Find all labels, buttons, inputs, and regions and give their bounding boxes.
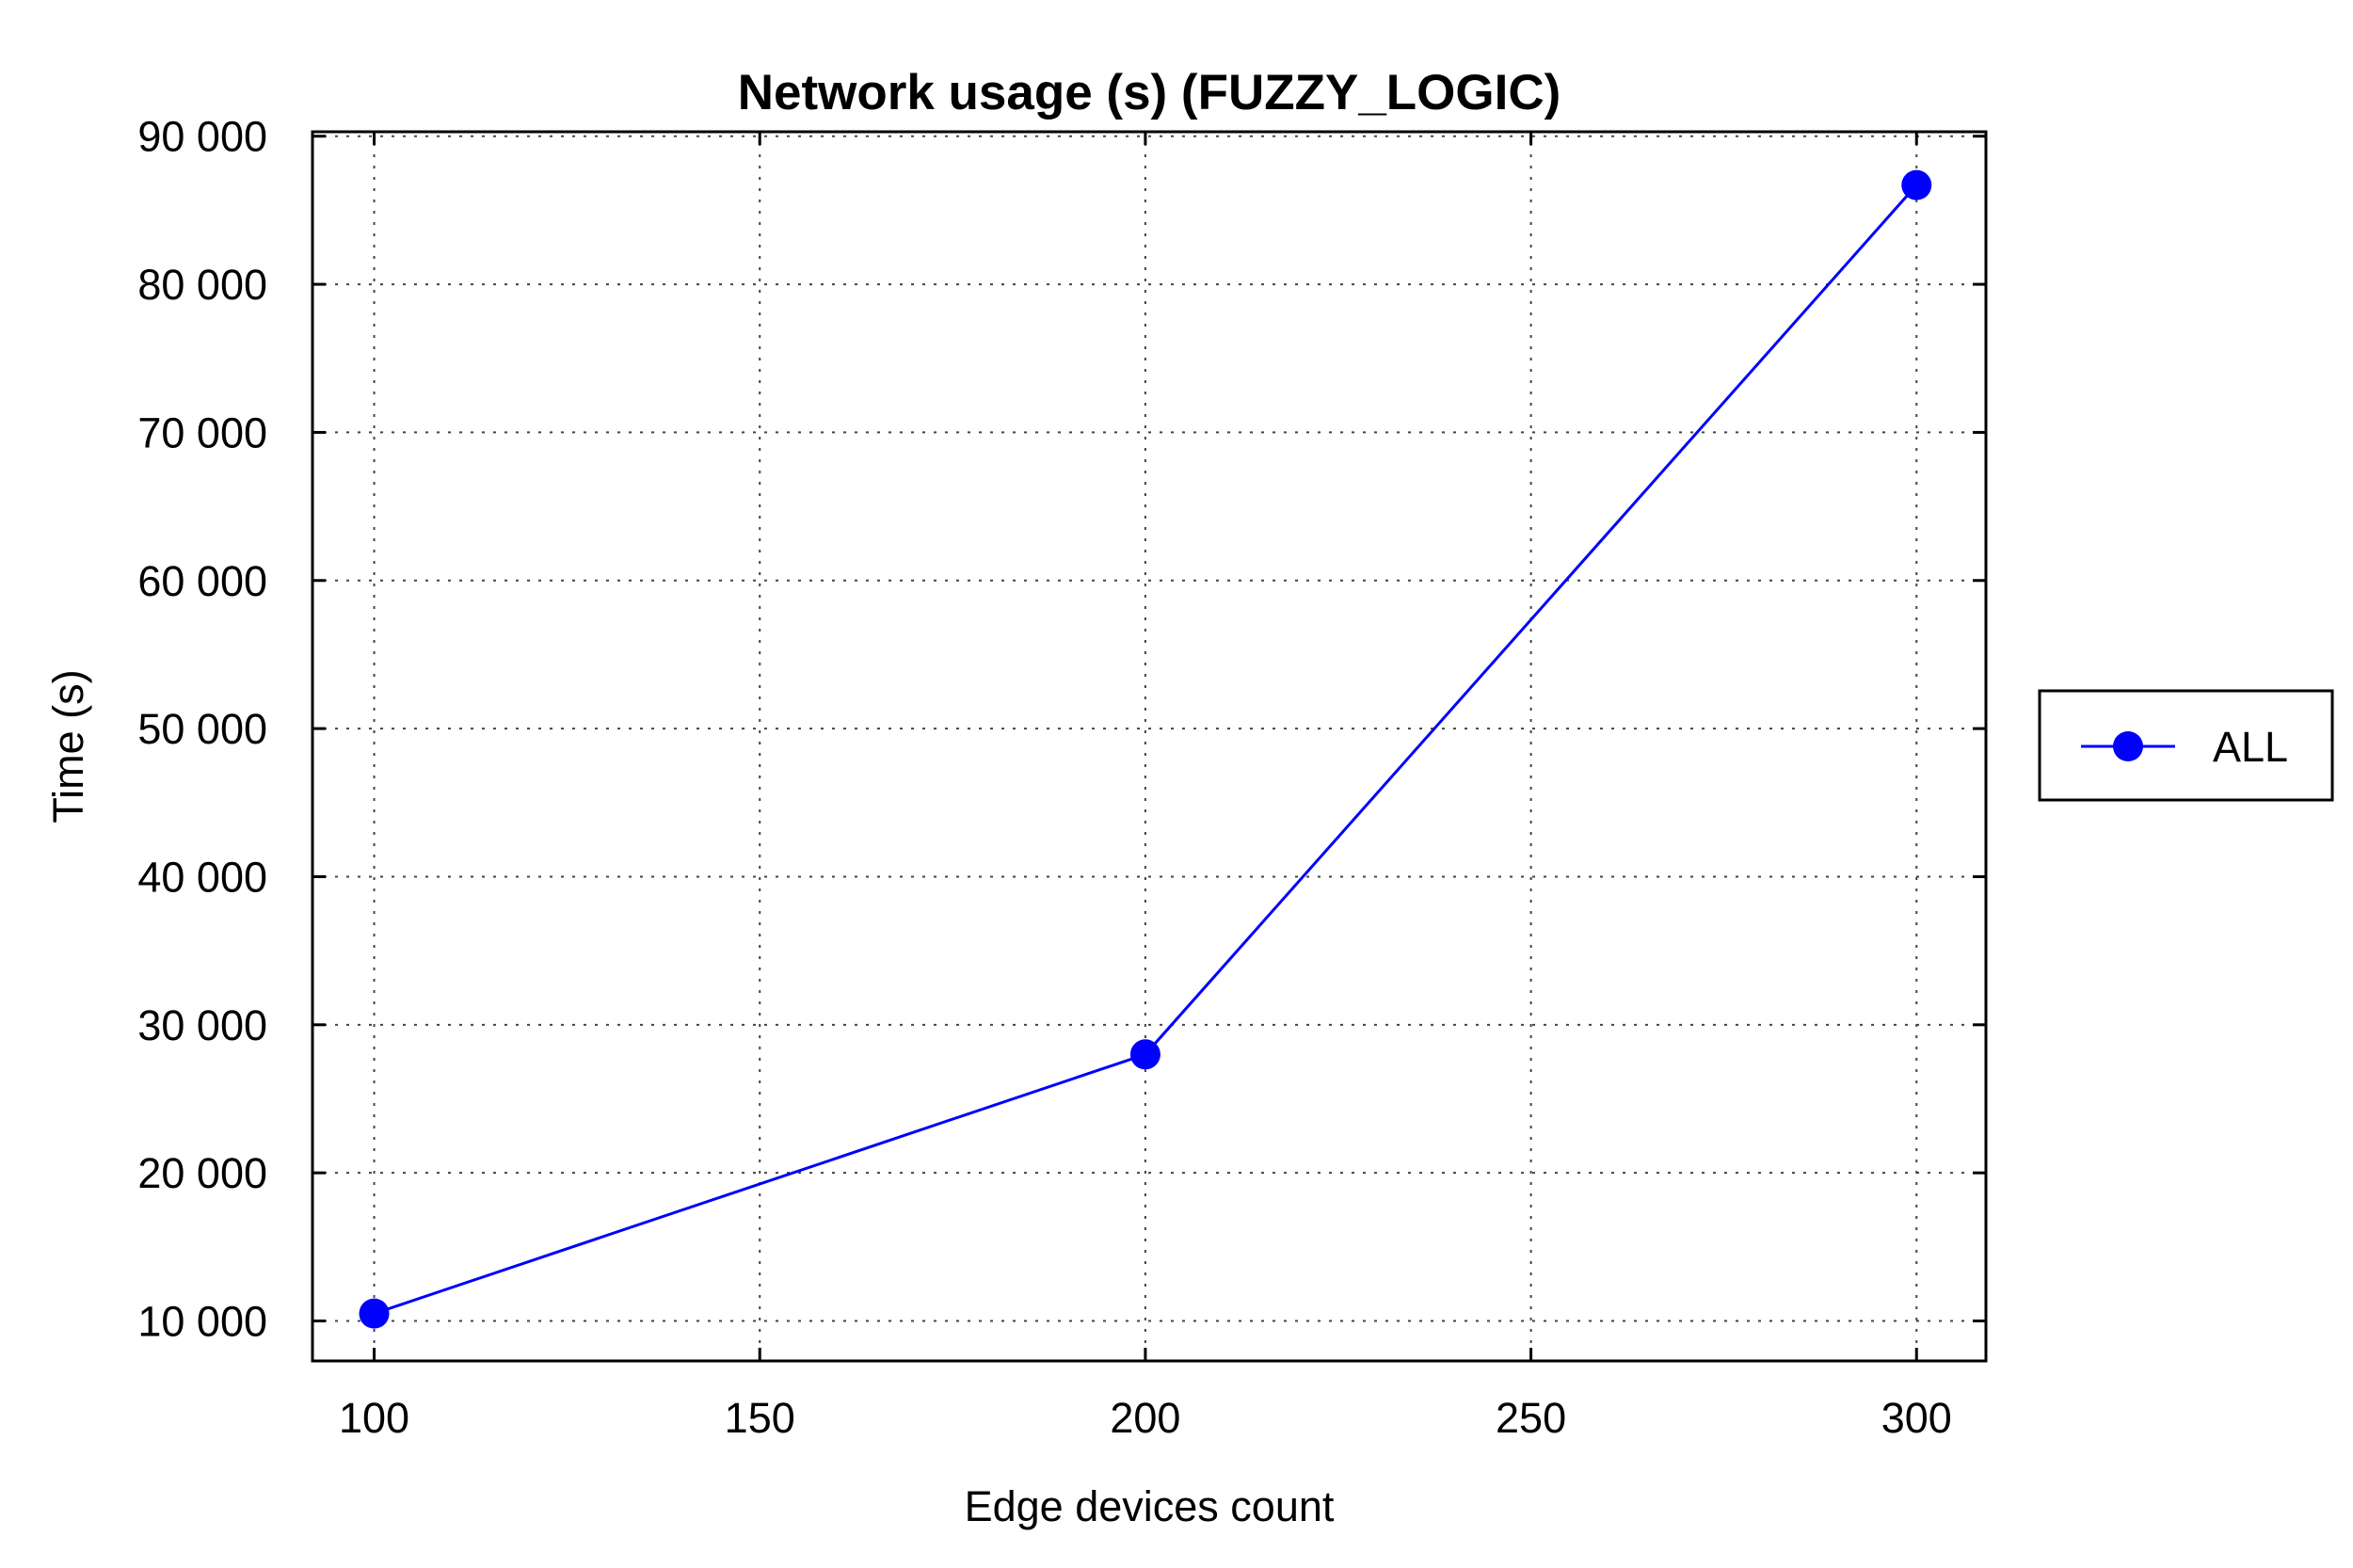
- y-tick-label: 90 000: [137, 113, 267, 161]
- data-point: [1129, 1039, 1160, 1070]
- y-tick-label: 80 000: [137, 261, 267, 309]
- plot-frame: [311, 130, 1988, 1363]
- x-tick-label: 100: [339, 1394, 409, 1442]
- x-tick-label: 200: [1110, 1394, 1180, 1442]
- legend-label: ALL: [2213, 723, 2288, 771]
- x-tick-label: 150: [725, 1394, 795, 1442]
- data-point: [359, 1298, 390, 1329]
- x-axis-label: Edge devices count: [965, 1482, 1335, 1530]
- series-line: [374, 184, 1918, 1316]
- series-layer: [359, 169, 1932, 1329]
- y-tick-label: 40 000: [137, 853, 267, 901]
- legend-marker: [2113, 731, 2143, 761]
- y-tick-label: 20 000: [137, 1149, 267, 1197]
- y-tick-label: 10 000: [137, 1298, 267, 1346]
- series-all: [359, 169, 1932, 1329]
- legend: ALL: [2038, 689, 2334, 802]
- grid: [312, 132, 1986, 1361]
- x-tick-label: 250: [1496, 1394, 1566, 1442]
- y-tick-label: 60 000: [137, 557, 267, 605]
- axis-ticks: [312, 132, 1986, 1361]
- y-tick-labels: 10 000 20 000 30 000 40 000 50 000 60 000 70 0…: [137, 113, 267, 1346]
- y-tick-label: 70 000: [137, 408, 267, 456]
- x-tick-labels: 100 150 200 250 300: [339, 1394, 1952, 1442]
- y-axis-label: Time (s): [44, 669, 92, 823]
- x-tick-label: 300: [1881, 1394, 1952, 1442]
- y-tick-label: 50 000: [137, 705, 267, 753]
- data-point: [1901, 169, 1932, 200]
- chart-title: Network usage (s) (FUZZY_LOGIC): [738, 65, 1561, 120]
- y-tick-label: 30 000: [137, 1001, 267, 1049]
